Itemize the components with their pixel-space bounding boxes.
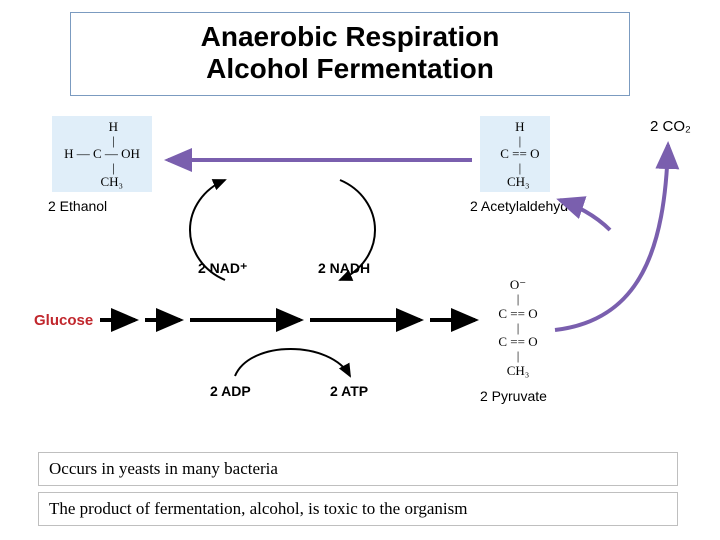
footer-note-2: The product of fermentation, alcohol, is… <box>38 492 678 526</box>
footer-note-1: Occurs in yeasts in many bacteria <box>38 452 678 486</box>
